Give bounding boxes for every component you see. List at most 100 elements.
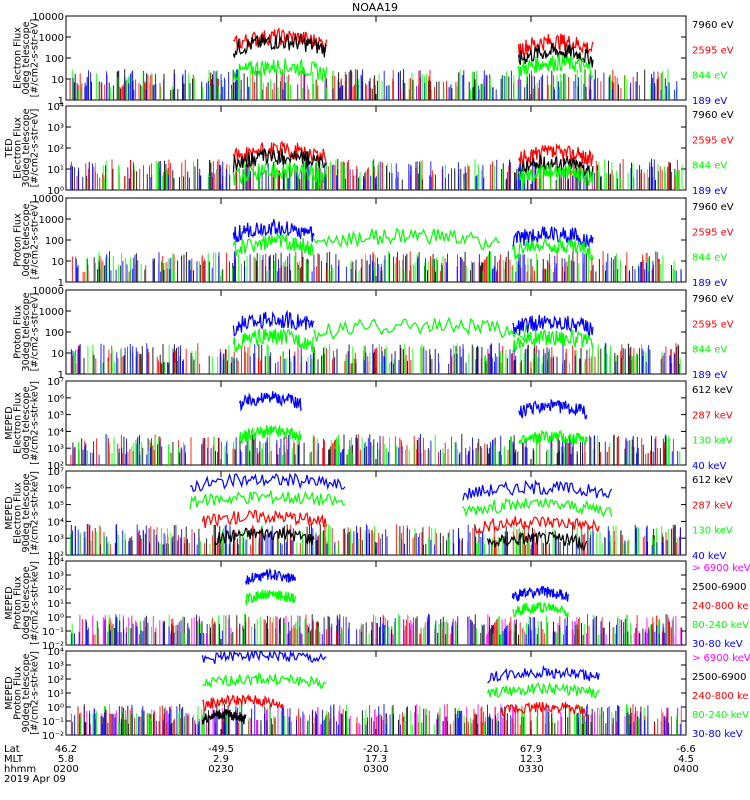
series-noise <box>71 68 678 100</box>
footer-hhmm-value: 0400 <box>673 764 698 775</box>
legend-entry: 130 keV <box>692 436 733 447</box>
y-tick-label: 10⁴ <box>47 647 64 658</box>
series-burst <box>487 664 600 684</box>
y-tick-label: 100 <box>45 328 64 339</box>
legend-entry: 189 eV <box>692 96 727 107</box>
y-tick-label: 10² <box>47 461 64 472</box>
y-axis-label: 90deg telescope <box>21 653 32 732</box>
y-tick-label: 10⁻¹ <box>42 717 64 728</box>
y-axis-label: Electron Flux <box>13 117 24 179</box>
y-tick-label: 10000 <box>32 12 64 23</box>
series-burst <box>214 527 315 546</box>
series-burst <box>232 58 327 83</box>
legend-entry: 189 eV <box>692 186 727 197</box>
legend-entry: 7960 eV <box>692 20 734 31</box>
y-axis-label: MEPED <box>4 496 15 529</box>
footer-lat-value: -6.6 <box>676 744 696 755</box>
series-burst <box>189 490 346 510</box>
legend-entry: 30-80 keV <box>692 729 743 740</box>
legend-entry: 2595 eV <box>692 45 734 56</box>
legend-entry: 612 keV <box>692 475 733 486</box>
y-axis-label: [#/cm2-s-str-keV] <box>30 471 41 555</box>
series-burst <box>232 140 327 165</box>
y-tick-label: 10⁵ <box>47 501 64 512</box>
legend-entry: 2595 eV <box>692 319 734 330</box>
y-tick-label: 10000 <box>32 194 64 205</box>
y-tick-label: 10² <box>47 144 64 155</box>
y-tick-label: 10⁻² <box>42 731 64 742</box>
series-burst <box>189 472 346 493</box>
series-burst <box>511 585 569 603</box>
series-burst <box>518 398 588 420</box>
y-axis-label: Proton Flux <box>13 666 24 720</box>
series-burst <box>201 708 247 725</box>
series-burst <box>201 649 327 664</box>
y-tick-label: 1 <box>58 96 64 107</box>
y-tick-label: 10³ <box>47 571 64 582</box>
legend-entry: 240-800 ke <box>692 601 749 612</box>
footer-row-label: 2019 Apr 09 <box>4 774 66 785</box>
series-noise <box>74 704 681 735</box>
y-axis-label: [#/cm2-s-str-eV] <box>30 19 41 98</box>
y-tick-label: 10 <box>51 257 64 268</box>
footer-hhmm-value: 0200 <box>53 764 78 775</box>
series-noise <box>72 69 678 100</box>
footer-lat-value: 67.9 <box>520 744 542 755</box>
y-axis-label: Proton Flux <box>13 576 24 630</box>
y-tick-label: 10² <box>47 675 64 686</box>
series-burst <box>232 161 327 186</box>
y-axis-label: Proton Flux <box>13 305 24 359</box>
y-axis-label: TED <box>4 138 15 158</box>
legend-entry: 80-240 keV <box>692 620 749 631</box>
y-axis-label: MEPED <box>4 586 15 619</box>
legend-entry: 7960 eV <box>692 202 734 213</box>
series-burst <box>202 672 327 690</box>
series-burst <box>512 226 594 248</box>
y-axis-label: 30deg telescope <box>21 292 32 371</box>
series-burst <box>232 147 327 173</box>
series-burst <box>245 589 296 606</box>
series-burst <box>239 391 303 412</box>
panel-frame <box>65 15 687 101</box>
legend-entry: 2595 eV <box>692 227 734 238</box>
y-axis-label: Electron Flux <box>13 482 24 544</box>
series-noise <box>72 343 676 374</box>
series-burst <box>232 32 327 58</box>
y-axis-label: [#/cm2-s-str-keV] <box>30 561 41 645</box>
y-tick-label: 10¹ <box>47 689 64 700</box>
legend-entry: 130 keV <box>692 526 733 537</box>
y-tick-label: 10¹ <box>47 165 64 176</box>
y-tick-label: 10000 <box>32 286 64 297</box>
legend-entry: 80-240 keV <box>692 710 749 721</box>
footer-mlt-value: 2.9 <box>213 754 229 765</box>
series-burst <box>201 509 327 528</box>
legend-entry: 2500-6900 <box>692 582 747 593</box>
series-noise <box>72 434 679 465</box>
y-tick-label: 10⁰ <box>47 613 64 624</box>
footer-row-label: Lat <box>4 744 20 755</box>
series-burst <box>518 163 594 186</box>
series-burst <box>239 424 303 444</box>
footer-hhmm-value: 0230 <box>208 764 233 775</box>
y-tick-label: 100 <box>45 54 64 65</box>
legend-entry: 7960 eV <box>692 294 734 305</box>
y-tick-label: 10² <box>47 585 64 596</box>
series-burst <box>511 237 594 261</box>
y-tick-label: 10⁻¹ <box>42 627 64 638</box>
y-tick-label: 10⁵ <box>47 411 64 422</box>
legend-entry: 189 eV <box>692 278 727 289</box>
series-burst <box>487 681 600 699</box>
series-burst <box>512 601 569 618</box>
y-axis-label: [#/cm2-s-str-keV] <box>30 651 41 735</box>
series-burst <box>202 693 284 712</box>
y-axis-label: Electron Flux <box>13 392 24 454</box>
legend-entry: 189 eV <box>692 370 727 381</box>
series-noise <box>75 251 682 282</box>
y-tick-label: 10⁶ <box>47 394 64 405</box>
y-tick-label: 10¹ <box>47 599 64 610</box>
